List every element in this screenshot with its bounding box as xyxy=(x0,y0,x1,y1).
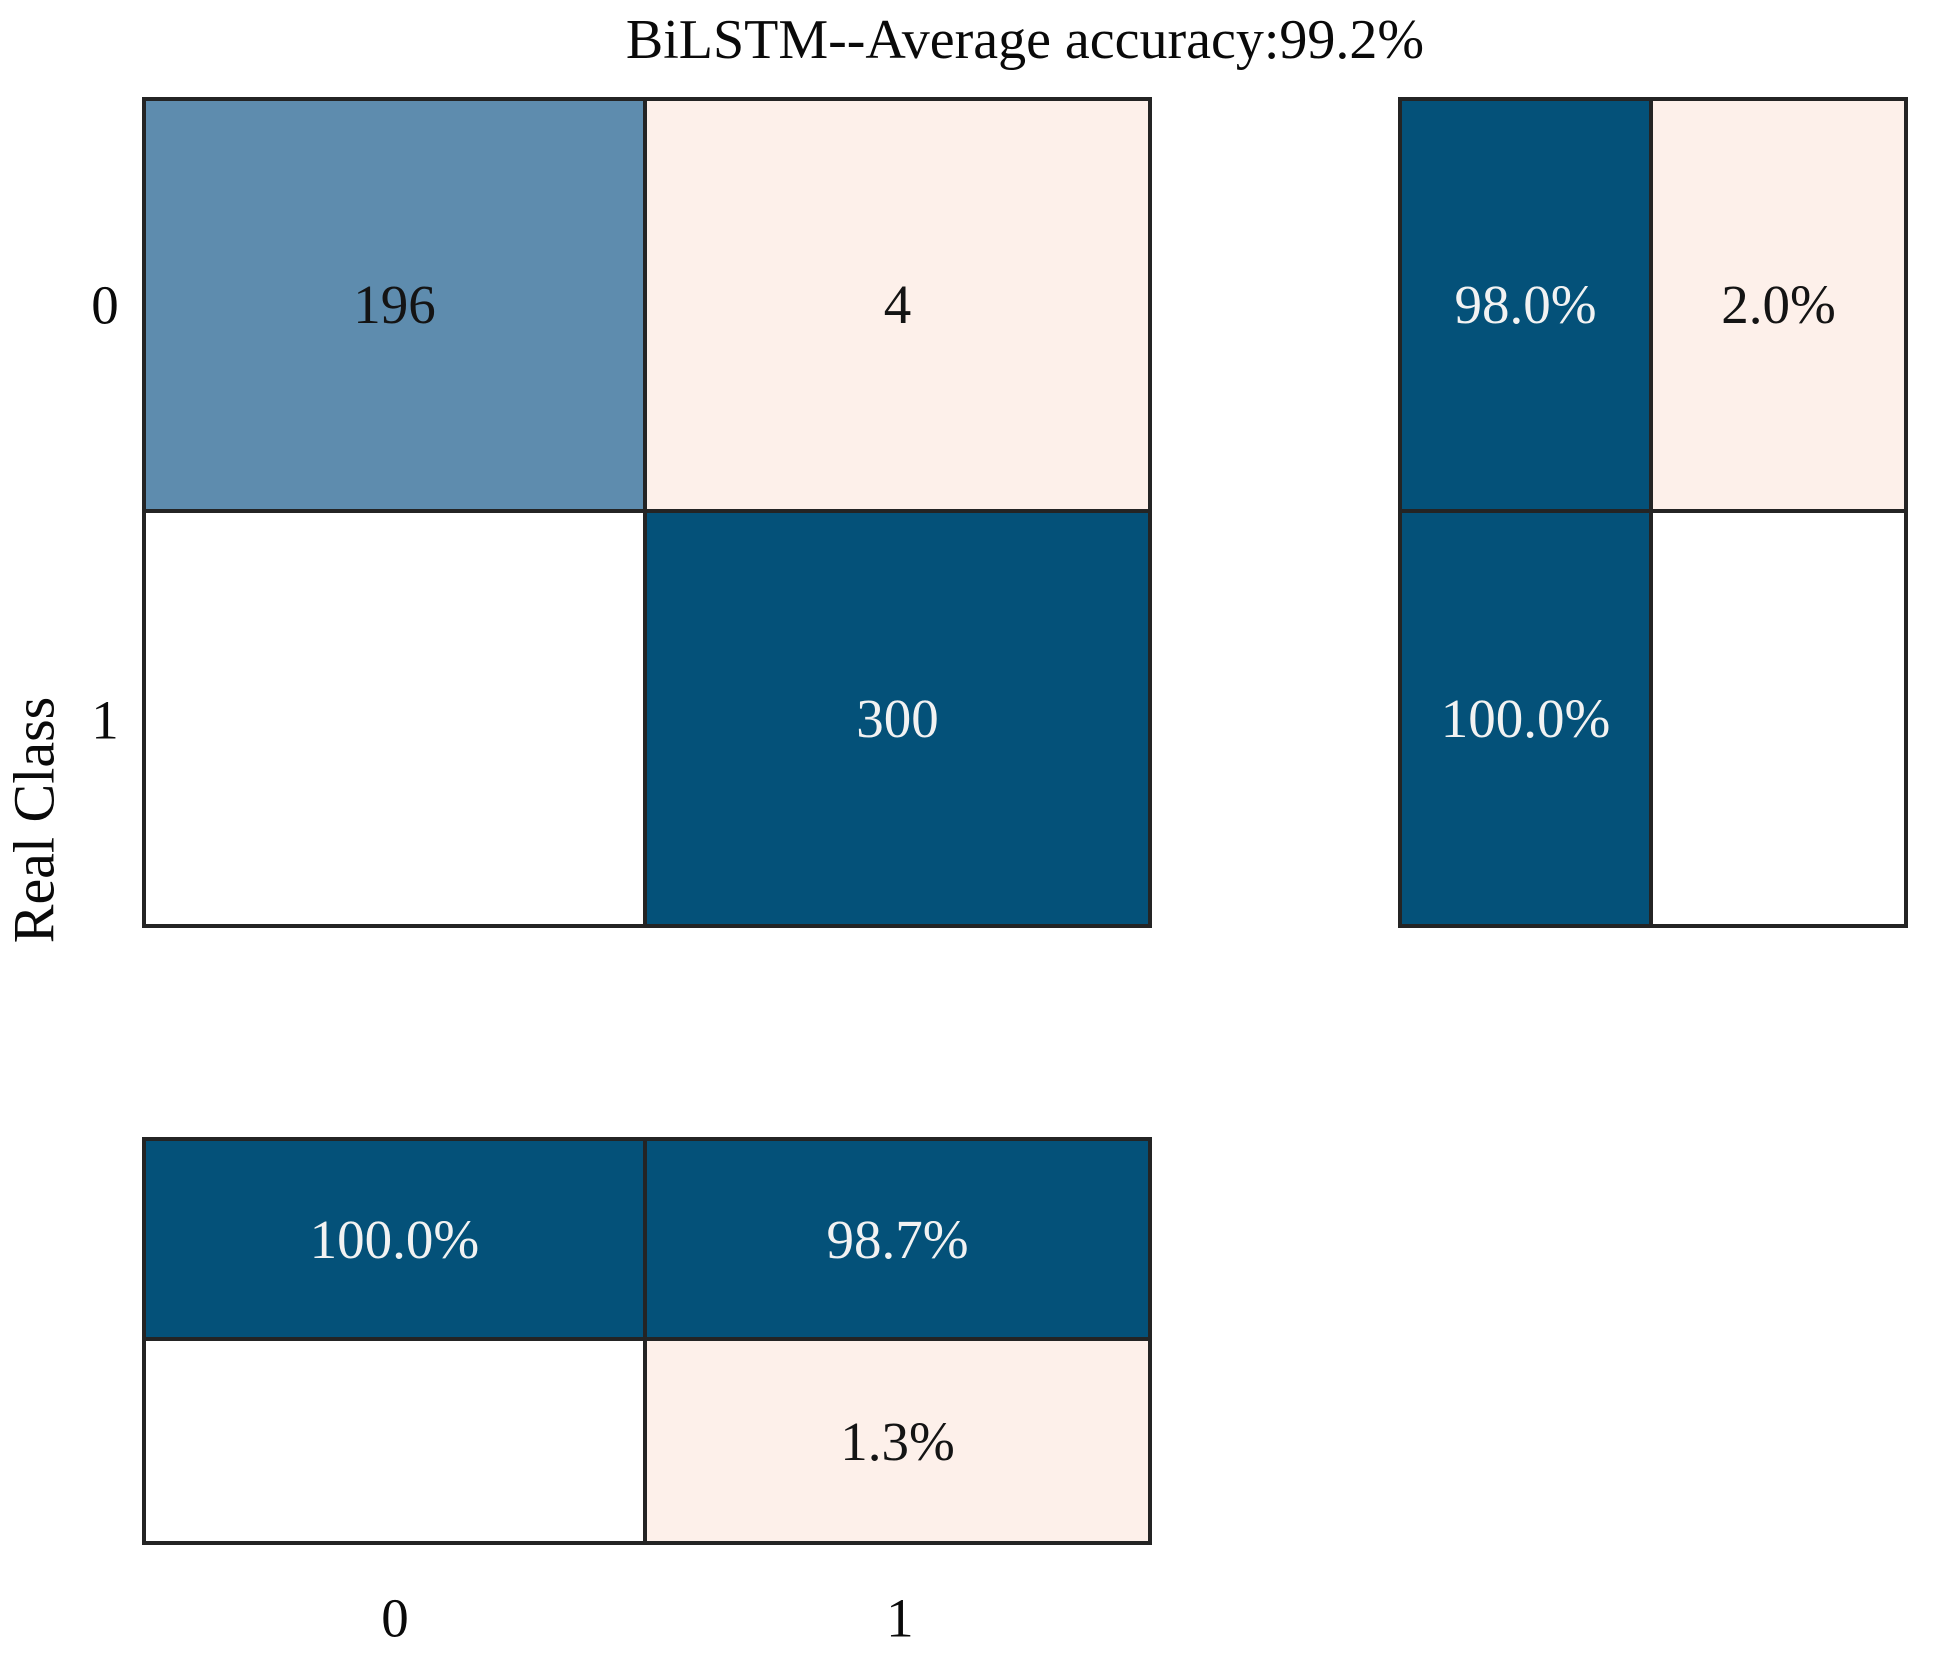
cell-real0-pred1: 4 xyxy=(646,101,1148,513)
column-percentage-panel: 100.0% 98.7% 1.3% xyxy=(141,1137,1152,1546)
cell-col0-correct: 100.0% xyxy=(145,1141,647,1342)
cell-col0-error xyxy=(145,1341,647,1542)
row-percentage-panel: 98.0% 2.0% 100.0% xyxy=(1398,97,1908,929)
cell-real0-pred0: 196 xyxy=(145,101,647,513)
y-tick-class-0: 0 xyxy=(91,274,119,336)
cell-row0-correct: 98.0% xyxy=(1402,101,1654,513)
y-axis-label: Real Class xyxy=(1,696,67,944)
cell-row0-error: 2.0% xyxy=(1653,101,1904,513)
cell-col1-error: 1.3% xyxy=(646,1341,1148,1542)
y-tick-class-1: 1 xyxy=(91,689,119,751)
cell-real1-pred0 xyxy=(145,512,647,925)
x-tick-class-1: 1 xyxy=(886,1587,914,1649)
cell-real1-pred1: 300 xyxy=(646,512,1148,925)
chart-title: BiLSTM--Average accuracy:99.2% xyxy=(625,9,1425,71)
x-tick-class-0: 0 xyxy=(381,1587,409,1649)
confusion-matrix-counts-panel: 196 4 300 xyxy=(141,97,1152,929)
cell-row1-error xyxy=(1653,512,1904,925)
cell-row1-correct: 100.0% xyxy=(1402,512,1654,925)
cell-col1-correct: 98.7% xyxy=(646,1141,1148,1342)
